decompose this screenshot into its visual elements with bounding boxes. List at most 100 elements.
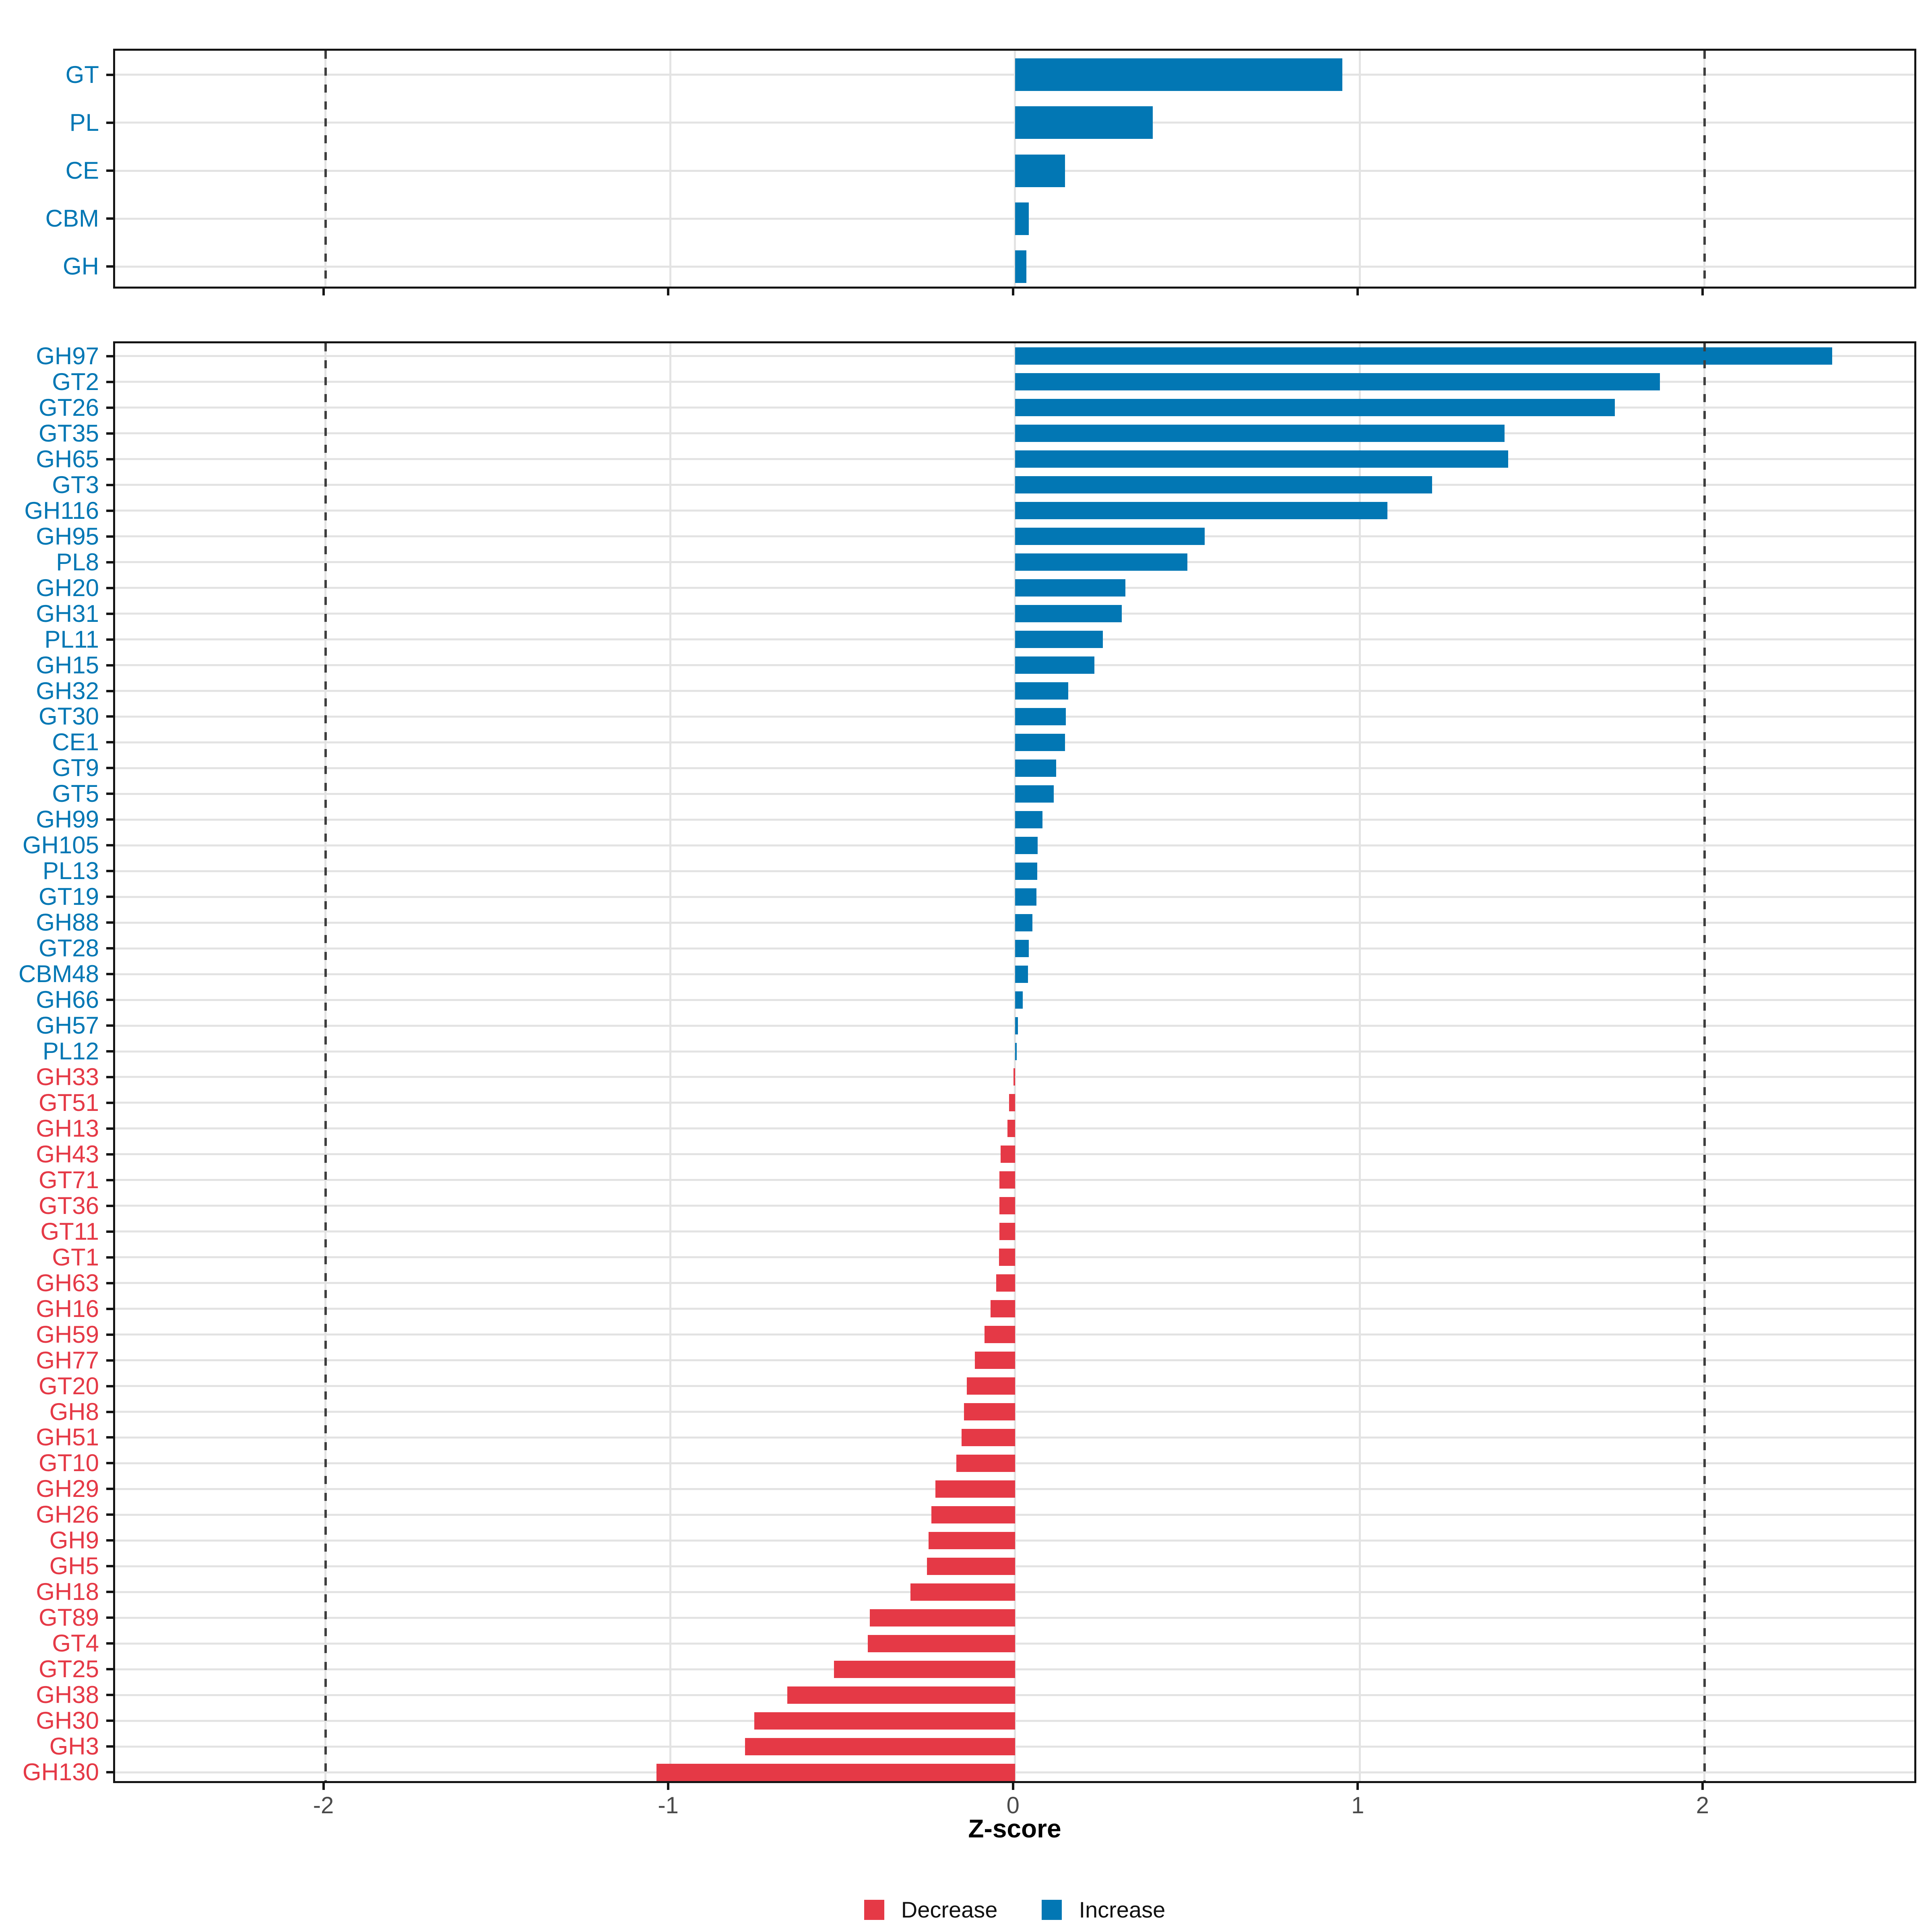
y-gridline bbox=[115, 613, 1914, 615]
y-tick bbox=[106, 1462, 113, 1465]
y-tick bbox=[106, 715, 113, 718]
top-panel: GT PL CE CBM GH bbox=[45, 49, 1916, 289]
x-tick bbox=[1356, 1783, 1359, 1790]
dashed-reference-line bbox=[324, 343, 327, 1781]
y-tick bbox=[106, 947, 113, 950]
y-gridline bbox=[115, 921, 1914, 924]
y-axis-label-PL12: PL12 bbox=[42, 1038, 99, 1065]
bar-GH16 bbox=[990, 1300, 1015, 1318]
y-tick bbox=[106, 999, 113, 1001]
bottom-panel: GH97 GT2 GT26 GT35 GH65 GT3 GH116 GH95 PL8 GH20 GH… bbox=[19, 341, 1916, 1784]
y-gridline bbox=[115, 169, 1914, 172]
y-tick bbox=[106, 1179, 113, 1181]
y-axis-label-GH77: GH77 bbox=[36, 1346, 99, 1374]
bar-GT20 bbox=[966, 1377, 1015, 1395]
y-gridline bbox=[115, 973, 1914, 975]
y-axis-label-GH88: GH88 bbox=[36, 909, 99, 936]
y-gridline bbox=[115, 690, 1914, 692]
bar-GH5 bbox=[927, 1557, 1015, 1575]
y-axis-label-GH26: GH26 bbox=[36, 1501, 99, 1528]
x-gridline bbox=[669, 343, 671, 1781]
x-gridline bbox=[1358, 51, 1361, 287]
bar-CE bbox=[1015, 154, 1065, 187]
y-tick bbox=[106, 1153, 113, 1156]
y-axis-label-GT2: GT2 bbox=[52, 368, 99, 395]
y-axis-label-GH: GH bbox=[63, 253, 99, 280]
bar-GH130 bbox=[656, 1763, 1015, 1781]
y-axis-label-GT51: GT51 bbox=[38, 1089, 99, 1116]
y-tick bbox=[106, 1745, 113, 1748]
y-tick bbox=[106, 1513, 113, 1516]
y-gridline bbox=[115, 535, 1914, 538]
y-axis-label-GT20: GT20 bbox=[38, 1372, 99, 1399]
y-gridline bbox=[115, 217, 1914, 220]
x-gridline bbox=[1358, 343, 1361, 1781]
y-tick bbox=[106, 612, 113, 615]
y-tick bbox=[106, 1436, 113, 1439]
y-tick bbox=[106, 870, 113, 873]
bar-GH88 bbox=[1015, 914, 1032, 931]
bar-GT9 bbox=[1015, 759, 1057, 777]
y-tick bbox=[106, 1075, 113, 1078]
bar-CE1 bbox=[1015, 733, 1065, 751]
y-axis-label-GT26: GT26 bbox=[38, 394, 99, 421]
y-axis-label-GH99: GH99 bbox=[36, 806, 99, 833]
dashed-reference-line bbox=[324, 51, 327, 287]
y-tick bbox=[106, 844, 113, 847]
bar-GH65 bbox=[1015, 450, 1508, 468]
x-tick bbox=[667, 289, 670, 295]
y-gridline bbox=[115, 767, 1914, 769]
y-axis-label-GH57: GH57 bbox=[36, 1012, 99, 1039]
bar-GH38 bbox=[787, 1686, 1015, 1704]
x-tick bbox=[1011, 289, 1014, 295]
y-axis-label-PL8: PL8 bbox=[56, 548, 99, 576]
bar-PL13 bbox=[1015, 862, 1037, 880]
bar-GH3 bbox=[745, 1738, 1015, 1755]
x-tick bbox=[322, 289, 325, 295]
y-axis-label-GT36: GT36 bbox=[38, 1192, 99, 1219]
y-tick bbox=[106, 121, 113, 124]
y-tick bbox=[106, 561, 113, 564]
y-axis-label-PL13: PL13 bbox=[42, 857, 99, 885]
y-gridline bbox=[115, 510, 1914, 512]
y-tick bbox=[106, 1333, 113, 1336]
legend-swatch-increase bbox=[1042, 1899, 1062, 1920]
y-tick bbox=[106, 1024, 113, 1027]
x-tick bbox=[1701, 289, 1704, 295]
bar-GT4 bbox=[867, 1635, 1015, 1652]
y-tick bbox=[106, 1539, 113, 1542]
x-tick-label: 1 bbox=[1351, 1792, 1364, 1818]
y-axis-label-PL: PL bbox=[69, 109, 99, 136]
bar-GH18 bbox=[910, 1583, 1015, 1601]
bar-GT bbox=[1015, 58, 1343, 91]
x-tick-label: -2 bbox=[313, 1792, 334, 1818]
y-gridline bbox=[115, 561, 1914, 564]
y-tick bbox=[106, 1359, 113, 1362]
y-axis-label-GT5: GT5 bbox=[52, 780, 99, 807]
y-gridline bbox=[115, 818, 1914, 821]
y-gridline bbox=[115, 458, 1914, 460]
bar-GT10 bbox=[956, 1454, 1015, 1472]
y-axis-label-GH65: GH65 bbox=[36, 445, 99, 473]
y-tick bbox=[106, 1719, 113, 1722]
y-tick bbox=[106, 1565, 113, 1568]
y-axis-label-GH63: GH63 bbox=[36, 1269, 99, 1296]
y-axis-label-GH13: GH13 bbox=[36, 1115, 99, 1142]
bar-PL12 bbox=[1015, 1042, 1017, 1060]
y-tick bbox=[106, 1230, 113, 1233]
y-axis-label-PL11: PL11 bbox=[44, 625, 99, 653]
y-gridline bbox=[115, 432, 1914, 435]
y-tick bbox=[106, 265, 113, 268]
bar-GH59 bbox=[985, 1326, 1015, 1344]
y-tick bbox=[106, 1591, 113, 1593]
y-axis-label-GH3: GH3 bbox=[49, 1733, 99, 1760]
y-axis-label-GH18: GH18 bbox=[36, 1578, 99, 1606]
y-tick bbox=[106, 793, 113, 795]
y-axis-label-CBM: CBM bbox=[45, 205, 99, 232]
y-axis-label-GT11: GT11 bbox=[40, 1218, 99, 1245]
bar-CBM bbox=[1015, 202, 1029, 235]
legend: Decrease Increase bbox=[113, 1897, 1916, 1923]
y-tick bbox=[106, 1410, 113, 1413]
bar-GT89 bbox=[870, 1609, 1015, 1627]
y-tick bbox=[106, 586, 113, 589]
